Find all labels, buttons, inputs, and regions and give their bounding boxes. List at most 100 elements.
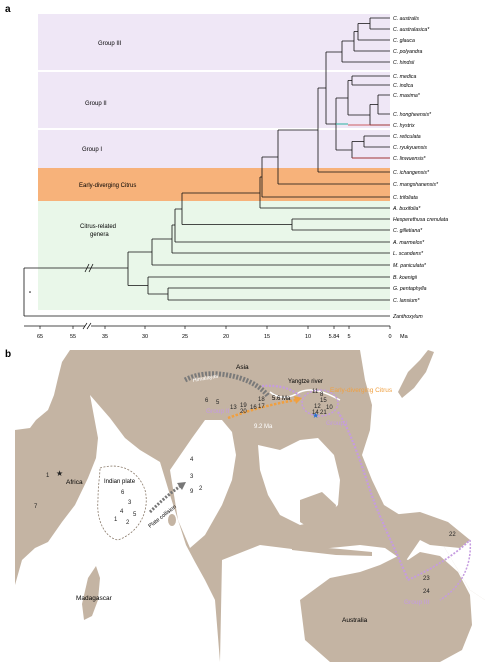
taxon-label: M. paniculata* [393, 263, 427, 269]
asia-label: Asia [236, 364, 249, 371]
star-marker-africa: ★ [56, 469, 63, 478]
axis-tick: 0 [388, 334, 391, 340]
location-number: 23 [423, 576, 430, 582]
sumatra [248, 492, 296, 544]
philippines [346, 440, 364, 495]
location-number: 1 [46, 473, 50, 479]
axis-tick: 35 [102, 334, 108, 340]
group3-label: Group III [98, 41, 122, 47]
taxon-label: C. hystrix [393, 123, 415, 129]
group1-map-label: Group I [326, 420, 348, 427]
location-number: 12 [314, 404, 321, 410]
africa-label: Africa [66, 479, 83, 486]
plate-number: 4 [120, 509, 124, 515]
location-number: 10 [326, 405, 333, 411]
plate-collision-arrowhead [177, 482, 186, 490]
purple-loop-group3 [439, 539, 472, 601]
taxon-label: A. marmelos* [392, 240, 425, 246]
indian-plate-outline [97, 465, 147, 541]
taxon-label: C. trifoliata [393, 195, 418, 201]
axis-tick: 5.84 [329, 334, 340, 340]
location-number: 5 [216, 400, 220, 406]
taxon-label: Zanthoxylum [392, 314, 423, 320]
purple-arrow-to-png [407, 539, 471, 581]
location-number: 4 [190, 457, 194, 463]
taiwan [349, 421, 355, 435]
taxon-label: C. glauca [393, 38, 415, 44]
plate-number: 6 [121, 490, 125, 496]
taxon-label: C. maxima* [393, 93, 421, 99]
plate-number: 5 [133, 512, 137, 518]
location-number: 20 [240, 409, 247, 415]
plate-number: 1 [114, 517, 118, 523]
location-number: 16 [250, 405, 257, 411]
location-number: 19 [240, 403, 247, 409]
related-label-1: Citrus-related [80, 224, 116, 230]
location-number: 3 [190, 474, 194, 480]
taxon-label: L. scandens* [393, 251, 424, 257]
new-guinea [390, 512, 470, 548]
axis-tick: 30 [142, 334, 148, 340]
location-number: 2 [199, 486, 203, 492]
group2-label: Group II [85, 101, 107, 107]
taxon-label: C. medica [393, 74, 416, 80]
taxon-label: C. australis [393, 16, 419, 22]
plate-number: 2 [126, 520, 130, 526]
taxon-label: B. koenigii [393, 275, 418, 281]
sulawesi [344, 500, 366, 535]
early-label: Early-diverging Citrus [79, 183, 136, 189]
taxon-label: C. australasica* [393, 27, 430, 33]
taxon-label: C. polyandra [393, 49, 423, 55]
java [292, 545, 372, 556]
related-label-2: genera [90, 232, 109, 238]
axis-tick: 15 [264, 334, 270, 340]
location-number: 6 [205, 398, 209, 404]
axis-unit: Ma [400, 334, 409, 340]
orange-arrowhead [294, 396, 302, 404]
location-number: 8 [320, 392, 324, 398]
yangtze-river [269, 389, 341, 401]
taxon-label: C. ichangensis* [393, 170, 430, 176]
band-related [38, 201, 390, 310]
indian-plate-label: Indian plate [104, 479, 136, 485]
location-number: 24 [423, 589, 430, 595]
location-number: 17 [258, 404, 265, 410]
taxon-label: G. pentaphylla [393, 286, 427, 292]
axis-tick-labels: 65 55 35 30 25 20 15 10 5.84 5 0 [37, 334, 392, 340]
taxon-label: Hesperethusa crenulata [393, 217, 448, 223]
orange-migration-arrow [227, 398, 297, 420]
location-number: 9 [190, 489, 194, 495]
purple-arrow-group2 [261, 384, 301, 397]
purple-arrow-to-australia [337, 411, 410, 581]
axis-tick: 25 [182, 334, 188, 340]
japan [398, 350, 434, 398]
axis-tick: 20 [223, 334, 229, 340]
taxon-label: C. reticulata [393, 134, 421, 140]
location-number: 14 [312, 410, 319, 416]
taxon-label: C. ryukyuensis [393, 145, 427, 151]
land-masses [82, 350, 472, 662]
taxon-label: C. hindsii [393, 60, 415, 66]
taxon-label: C. linwuensis* [393, 156, 427, 162]
axis-break-mark [84, 263, 94, 273]
location-numbers: 1 7 4 3 9 2 6 5 13 19 20 16 18 17 11 8 1… [34, 389, 456, 595]
group2-map-label: Group II [206, 408, 230, 415]
location-number: 7 [34, 504, 38, 510]
australia-label: Australia [342, 617, 368, 624]
time-axis [24, 322, 391, 330]
purple-loop-group1 [301, 389, 339, 417]
band-group1 [38, 130, 390, 168]
group3-map-label: Group III [404, 599, 429, 606]
yangtze-label: Yangtze river [288, 379, 323, 385]
himalaya-ridge [183, 371, 270, 398]
band-group3 [38, 14, 390, 70]
taxa-labels: C. australis C. australasica* C. glauca … [392, 16, 448, 320]
early-diverging-map-label: Early-diverging Citrus [330, 387, 393, 394]
sri-lanka [168, 514, 176, 526]
panel-b-label: b [5, 349, 11, 360]
taxon-label: A. buxifolia* [392, 206, 421, 212]
location-number: 15 [320, 398, 327, 404]
star-marker-china: ★ [312, 411, 319, 420]
taxon-label: C. hongheensis* [393, 112, 432, 118]
